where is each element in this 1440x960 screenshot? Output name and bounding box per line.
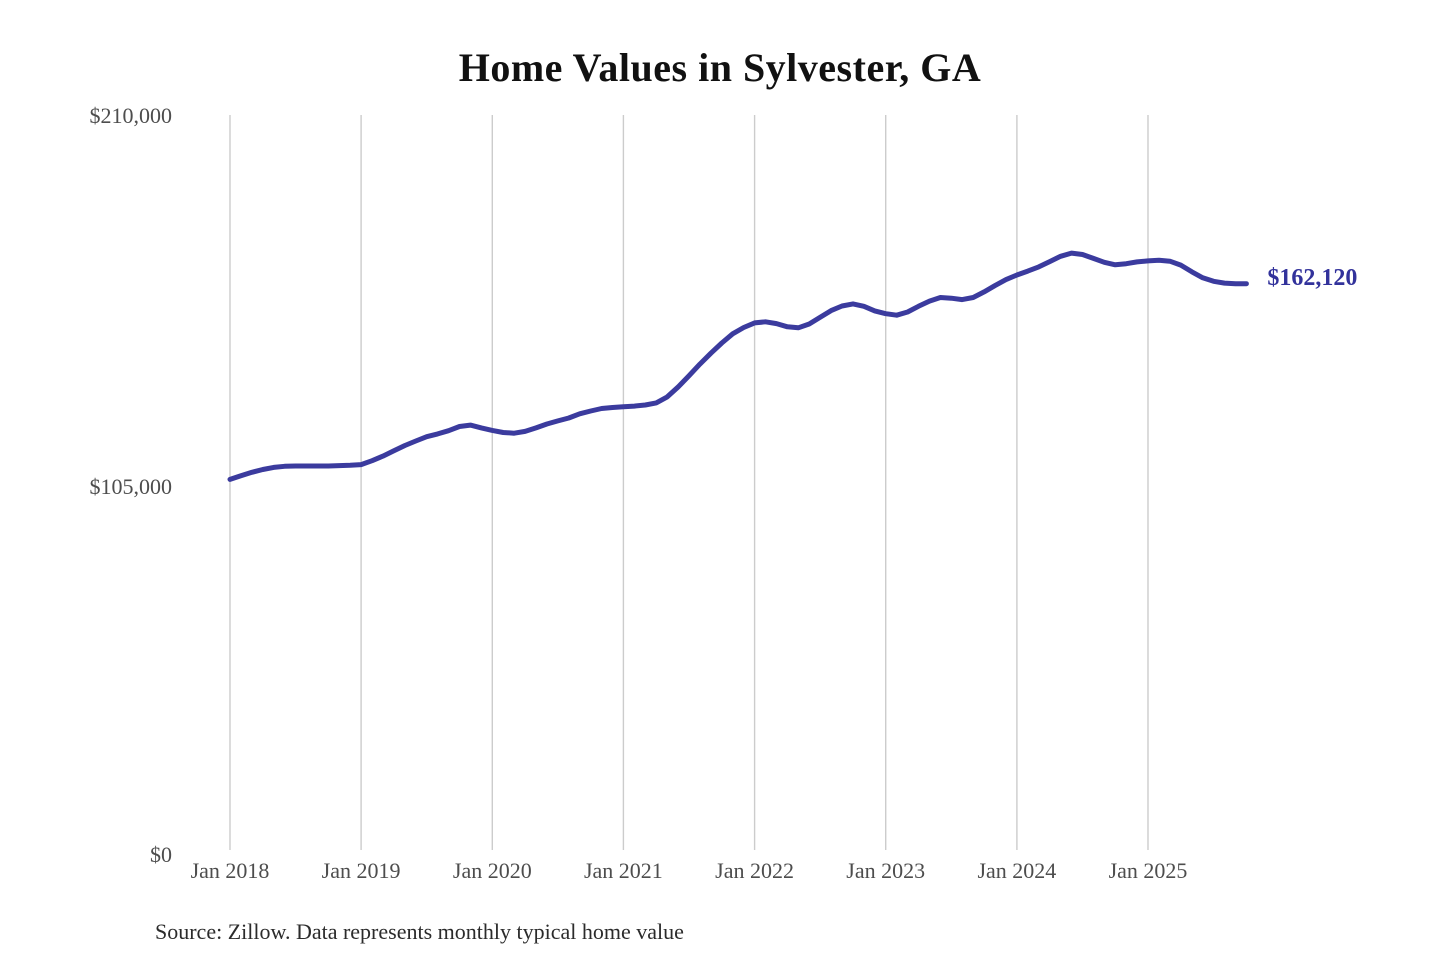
final-value-label: $162,120 [1267, 265, 1358, 291]
x-axis-tick-jan-2020: Jan 2020 [452, 858, 532, 883]
vertical-gridlines [229, 115, 1149, 850]
chart-title: Home Values in Sylvester, GA [458, 45, 982, 90]
x-axis-tick-jan-2021: Jan 2021 [583, 858, 663, 883]
source-note: Source: Zillow. Data represents monthly … [155, 919, 684, 944]
x-axis-tick-jan-2024: Jan 2024 [977, 858, 1057, 883]
x-axis-tick-jan-2022: Jan 2022 [715, 858, 795, 883]
x-axis-tick-jan-2018: Jan 2018 [190, 858, 270, 883]
x-axis-tick-jan-2019: Jan 2019 [321, 858, 401, 883]
y-axis-tick-0: $0 [150, 842, 172, 867]
x-axis-tick-jan-2023: Jan 2023 [846, 858, 926, 883]
x-axis-tick-jan-2025: Jan 2025 [1108, 858, 1188, 883]
home-value-line [227, 250, 1249, 482]
y-axis-tick-105000: $105,000 [89, 474, 173, 499]
y-axis-tick-210000: $210,000 [89, 103, 173, 128]
